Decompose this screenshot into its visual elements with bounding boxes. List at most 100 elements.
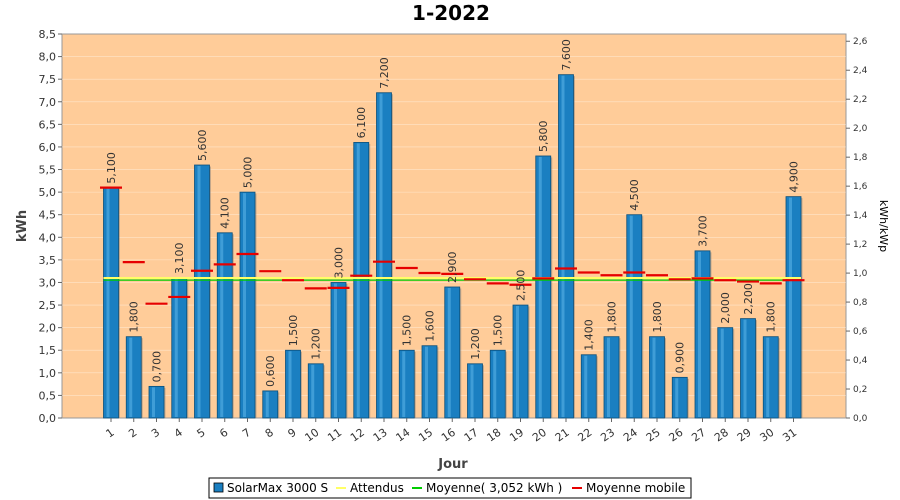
- x-tick-label: 8: [263, 426, 276, 441]
- y2-axis-ticks: 0,0 0,2 0,4 0,6 0,8 1,0 1,2 1,4 1,6 1,8 2,0 2,2 2,4 2…: [846, 37, 868, 424]
- data-label: 5,600: [196, 130, 209, 162]
- y-tick-label: 4,5: [39, 209, 57, 222]
- bar: [649, 336, 665, 419]
- bar-highlight: [288, 351, 292, 417]
- data-label: 1,500: [492, 315, 505, 347]
- x-tick-label: 21: [553, 426, 572, 445]
- bar: [421, 345, 438, 419]
- x-tick-label: 12: [348, 426, 367, 445]
- y-tick-label: 3,5: [39, 254, 57, 267]
- bar: [512, 304, 529, 419]
- bar-highlight: [197, 166, 201, 417]
- legend-label-moving: Moyenne mobile: [586, 481, 685, 495]
- y-tick-label: 7,0: [39, 96, 57, 109]
- legend: SolarMax 3000 S Attendus Moyenne( 3,052 …: [208, 477, 692, 499]
- y2-tick-label: 1,2: [853, 240, 867, 250]
- y-tick-label: 6,5: [39, 118, 57, 131]
- data-label: 2,500: [515, 270, 528, 302]
- data-label: 3,700: [697, 215, 710, 247]
- data-label: 1,500: [287, 315, 300, 347]
- bar-highlight: [243, 193, 246, 417]
- y2-tick-label: 0,6: [853, 327, 868, 337]
- data-label: 5,100: [105, 152, 118, 184]
- x-tick-label: 18: [485, 426, 504, 445]
- x-tick-label: 5: [195, 426, 208, 441]
- y2-tick-label: 2,6: [853, 37, 868, 47]
- data-label: 1,200: [469, 328, 482, 360]
- y-tick-label: 3,0: [39, 276, 57, 289]
- data-label: 6,100: [355, 107, 368, 139]
- legend-label-bars: SolarMax 3000 S: [227, 481, 328, 495]
- y2-tick-label: 2,0: [853, 124, 868, 134]
- bar: [785, 196, 802, 419]
- x-tick-label: 6: [217, 426, 230, 441]
- bar-highlight: [402, 351, 406, 417]
- y2-tick-label: 2,2: [853, 95, 867, 105]
- data-label: 2,900: [446, 251, 459, 283]
- data-label: 1,600: [424, 310, 437, 342]
- data-label: 1,200: [310, 328, 323, 360]
- bar-highlight: [584, 355, 588, 417]
- bar-highlight: [743, 319, 747, 417]
- x-tick-label: 2: [126, 426, 139, 441]
- x-tick-label: 10: [303, 426, 322, 445]
- x-tick-label: 27: [689, 426, 708, 445]
- data-label: 0,600: [264, 355, 277, 387]
- x-tick-label: 23: [598, 426, 617, 445]
- x-axis-title: Jour: [437, 457, 468, 472]
- y-tick-label: 6,0: [39, 141, 57, 154]
- bar-highlight: [698, 251, 701, 417]
- x-tick-label: 30: [758, 426, 777, 445]
- bar: [580, 354, 597, 419]
- y-tick-label: 1,5: [39, 344, 57, 357]
- y2-tick-label: 0,8: [853, 298, 868, 308]
- x-tick-label: 24: [621, 426, 640, 445]
- y2-tick-label: 0,2: [853, 385, 867, 395]
- y-tick-label: 5,0: [39, 186, 57, 199]
- bar: [603, 336, 620, 419]
- bar: [125, 336, 142, 419]
- bar: [694, 250, 711, 419]
- data-label: 1,800: [128, 301, 141, 333]
- bar: [103, 187, 119, 419]
- y-tick-label: 7,5: [39, 73, 57, 86]
- y-tick-label: 2,0: [39, 322, 57, 335]
- bar-highlight: [265, 391, 269, 417]
- chart-title: 1-2022: [412, 1, 490, 25]
- x-tick-label: 25: [644, 426, 663, 445]
- x-tick-label: 16: [439, 426, 458, 445]
- x-tick-label: 11: [325, 426, 344, 445]
- data-label: 7,600: [560, 39, 573, 71]
- bar: [740, 318, 756, 419]
- bar-highlight: [493, 351, 497, 417]
- y-tick-label: 2,5: [39, 299, 57, 312]
- bar: [489, 349, 506, 419]
- y2-tick-label: 1,8: [853, 153, 868, 163]
- y-tick-label: 0,0: [39, 412, 57, 425]
- bar: [330, 282, 347, 419]
- data-label: 5,800: [537, 120, 550, 152]
- bar-highlight: [129, 337, 133, 417]
- x-tick-label: 13: [371, 426, 390, 445]
- bar: [285, 349, 301, 419]
- bar: [535, 155, 552, 419]
- bar: [671, 376, 688, 419]
- data-label: 3,100: [173, 242, 186, 274]
- y2-tick-label: 0,0: [853, 414, 868, 424]
- bar-highlight: [675, 378, 679, 417]
- y2-tick-label: 1,6: [853, 182, 868, 192]
- y2-axis-title: kWh/kWp: [877, 200, 890, 252]
- x-tick-label: 1: [104, 426, 117, 441]
- x-tick-label: 19: [507, 426, 526, 445]
- x-tick-label: 29: [735, 426, 754, 445]
- bar: [467, 363, 483, 419]
- x-tick-label: 22: [576, 426, 595, 445]
- x-tick-label: 26: [667, 426, 686, 445]
- x-tick-label: 20: [530, 426, 549, 445]
- bar-highlight: [379, 93, 383, 418]
- x-tick-label: 3: [149, 426, 162, 441]
- data-label: 4,100: [219, 197, 232, 229]
- bar: [558, 74, 574, 419]
- data-label: 1,800: [651, 301, 664, 333]
